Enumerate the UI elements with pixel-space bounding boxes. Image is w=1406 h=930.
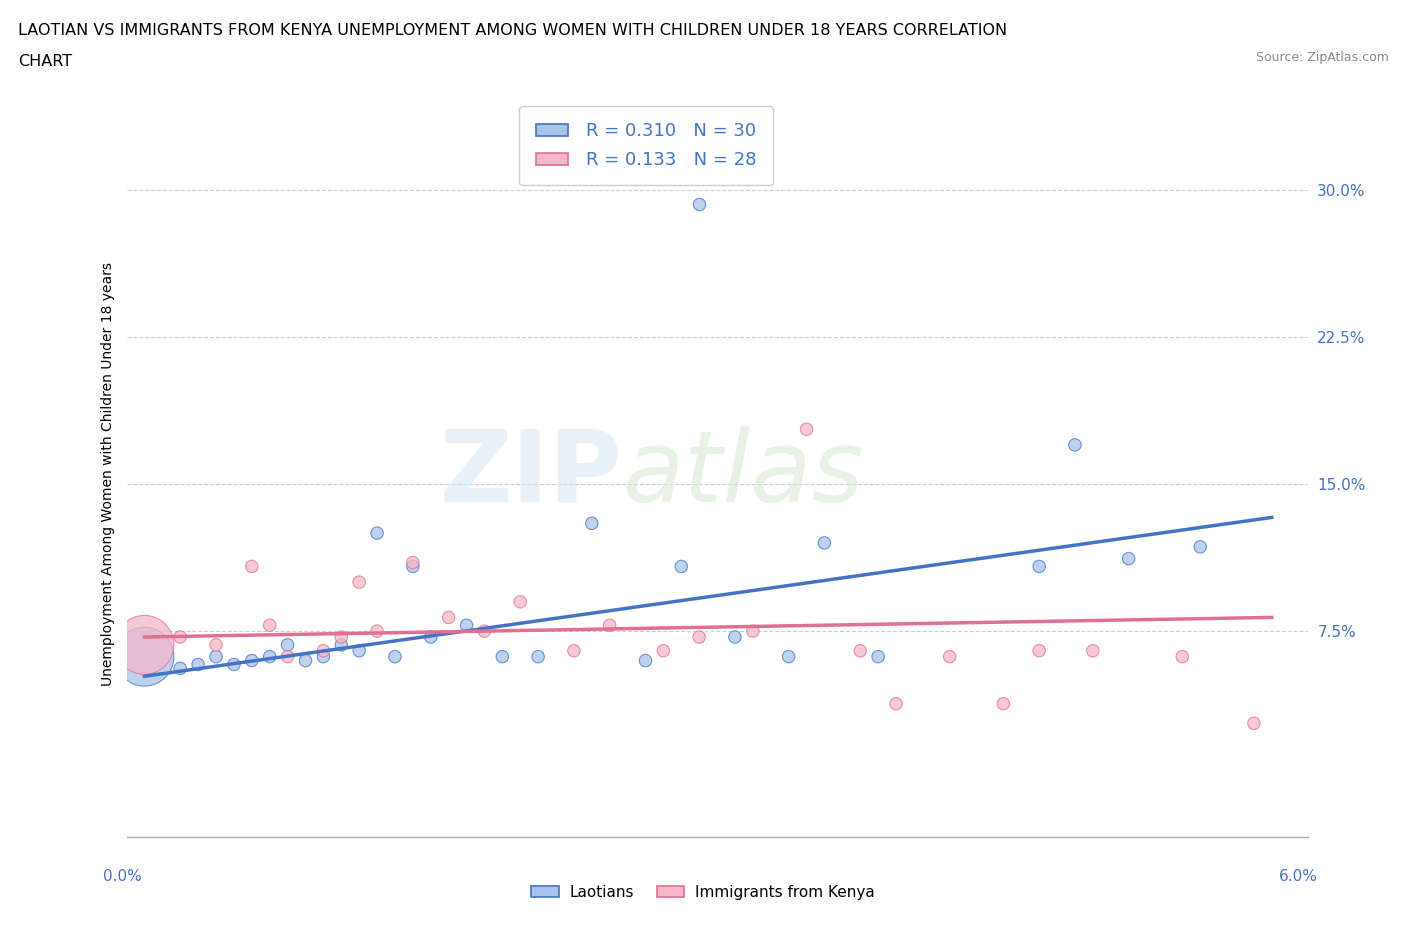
Text: LAOTIAN VS IMMIGRANTS FROM KENYA UNEMPLOYMENT AMONG WOMEN WITH CHILDREN UNDER 18: LAOTIAN VS IMMIGRANTS FROM KENYA UNEMPLO… [18, 23, 1008, 38]
Point [1081, 644, 1104, 658]
Point [849, 644, 872, 658]
Point [169, 630, 191, 644]
Point [688, 630, 710, 644]
Point [474, 624, 496, 639]
Point [1171, 649, 1194, 664]
Point [868, 649, 890, 664]
Point [1028, 644, 1050, 658]
Point [724, 630, 747, 644]
Text: Source: ZipAtlas.com: Source: ZipAtlas.com [1256, 51, 1389, 64]
Point [688, 196, 710, 211]
Point [205, 649, 228, 664]
Y-axis label: Unemployment Among Women with Children Under 18 years: Unemployment Among Women with Children U… [101, 262, 115, 686]
Point [277, 637, 299, 652]
Point [456, 618, 478, 632]
Point [366, 525, 388, 540]
Point [509, 594, 531, 609]
Point [671, 559, 693, 574]
Point [384, 649, 406, 664]
Point [169, 661, 191, 676]
Point [222, 657, 245, 671]
Point [347, 575, 370, 590]
Point [205, 637, 228, 652]
Point [1028, 559, 1050, 574]
Text: ZIP: ZIP [440, 426, 623, 523]
Legend: Laotians, Immigrants from Kenya: Laotians, Immigrants from Kenya [524, 879, 882, 906]
Point [259, 618, 281, 632]
Point [884, 697, 907, 711]
Point [581, 516, 603, 531]
Point [1118, 551, 1140, 566]
Point [599, 618, 621, 632]
Point [491, 649, 513, 664]
Point [527, 649, 550, 664]
Point [652, 644, 675, 658]
Point [402, 559, 425, 574]
Text: CHART: CHART [18, 54, 72, 69]
Point [366, 624, 388, 639]
Point [312, 649, 335, 664]
Point [312, 644, 335, 658]
Point [1243, 716, 1265, 731]
Point [330, 630, 353, 644]
Point [347, 644, 370, 658]
Point [938, 649, 960, 664]
Point [259, 649, 281, 664]
Point [778, 649, 800, 664]
Text: 6.0%: 6.0% [1278, 870, 1317, 884]
Point [277, 649, 299, 664]
Point [796, 422, 818, 437]
Point [741, 624, 763, 639]
Point [419, 630, 441, 644]
Point [1064, 437, 1087, 452]
Point [187, 657, 209, 671]
Point [134, 637, 156, 652]
Point [294, 653, 316, 668]
Point [1189, 539, 1212, 554]
Point [437, 610, 460, 625]
Text: atlas: atlas [623, 426, 865, 523]
Legend: R = 0.310   N = 30, R = 0.133   N = 28: R = 0.310 N = 30, R = 0.133 N = 28 [519, 106, 773, 185]
Point [134, 649, 156, 664]
Point [330, 637, 353, 652]
Point [240, 559, 263, 574]
Point [240, 653, 263, 668]
Point [813, 536, 835, 551]
Point [634, 653, 657, 668]
Text: 0.0%: 0.0% [103, 870, 142, 884]
Point [562, 644, 585, 658]
Point [402, 555, 425, 570]
Point [993, 697, 1015, 711]
